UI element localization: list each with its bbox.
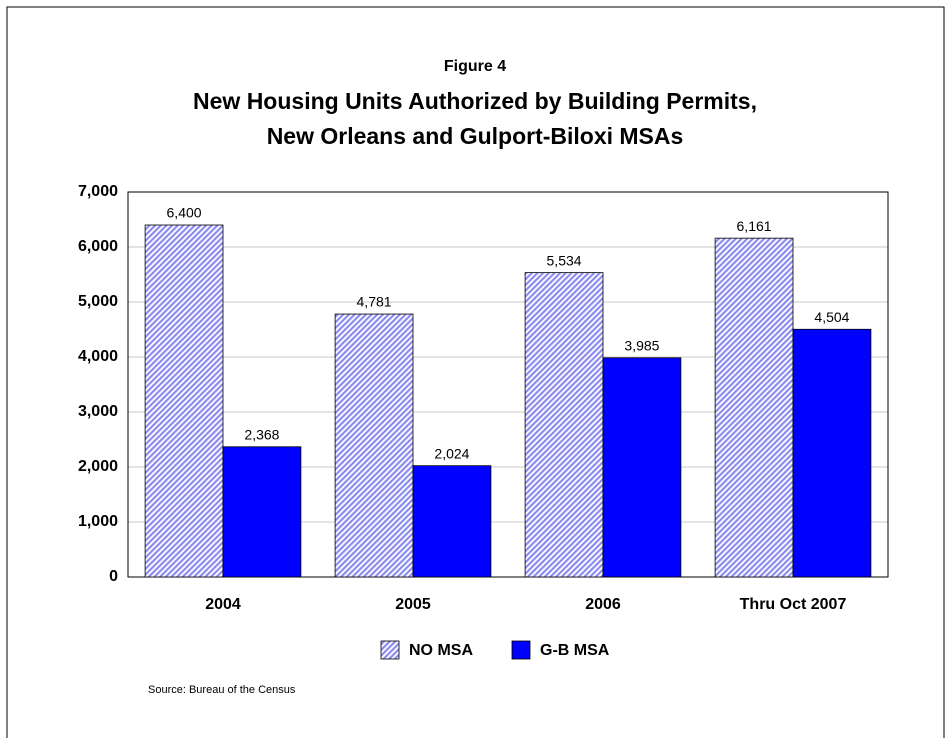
data-label: 2,368 [244, 426, 279, 442]
data-label: 6,400 [167, 205, 202, 221]
y-tick-label: 4,000 [78, 348, 118, 365]
y-tick-label: 7,000 [78, 183, 118, 200]
source-note: Source: Bureau of the Census [148, 684, 296, 696]
bar [222, 446, 302, 578]
y-tick-label: 0 [109, 568, 118, 585]
bar [792, 328, 872, 578]
legend-swatch [511, 640, 531, 660]
x-tick-label: 2004 [205, 596, 241, 613]
data-label: 6,161 [737, 218, 772, 234]
x-tick-label: Thru Oct 2007 [740, 596, 847, 613]
data-label: 3,985 [624, 338, 659, 354]
chart-title: New Housing Units Authorized by Building… [193, 88, 757, 114]
bar [602, 357, 682, 578]
legend-swatch [380, 640, 400, 660]
chart-supertitle: Figure 4 [444, 58, 506, 75]
y-tick-label: 6,000 [78, 238, 118, 255]
y-tick-label: 3,000 [78, 403, 118, 420]
bar [524, 272, 604, 578]
bar [412, 465, 492, 578]
bar [334, 313, 414, 578]
data-label: 2,024 [434, 445, 469, 461]
data-label: 4,781 [357, 294, 392, 310]
x-tick-label: 2006 [585, 596, 621, 613]
y-tick-label: 1,000 [78, 513, 118, 530]
bar [714, 237, 794, 578]
legend-label: NO MSA [409, 642, 473, 659]
y-tick-label: 5,000 [78, 293, 118, 310]
y-tick-label: 2,000 [78, 458, 118, 475]
bar [144, 224, 224, 578]
frame [6, 6, 945, 738]
data-label: 5,534 [547, 252, 582, 268]
plot-area [127, 191, 889, 578]
legend-label: G-B MSA [540, 642, 610, 659]
data-label: 4,504 [814, 309, 849, 325]
x-tick-label: 2005 [395, 596, 431, 613]
chart-title: New Orleans and Gulport-Biloxi MSAs [267, 123, 684, 149]
